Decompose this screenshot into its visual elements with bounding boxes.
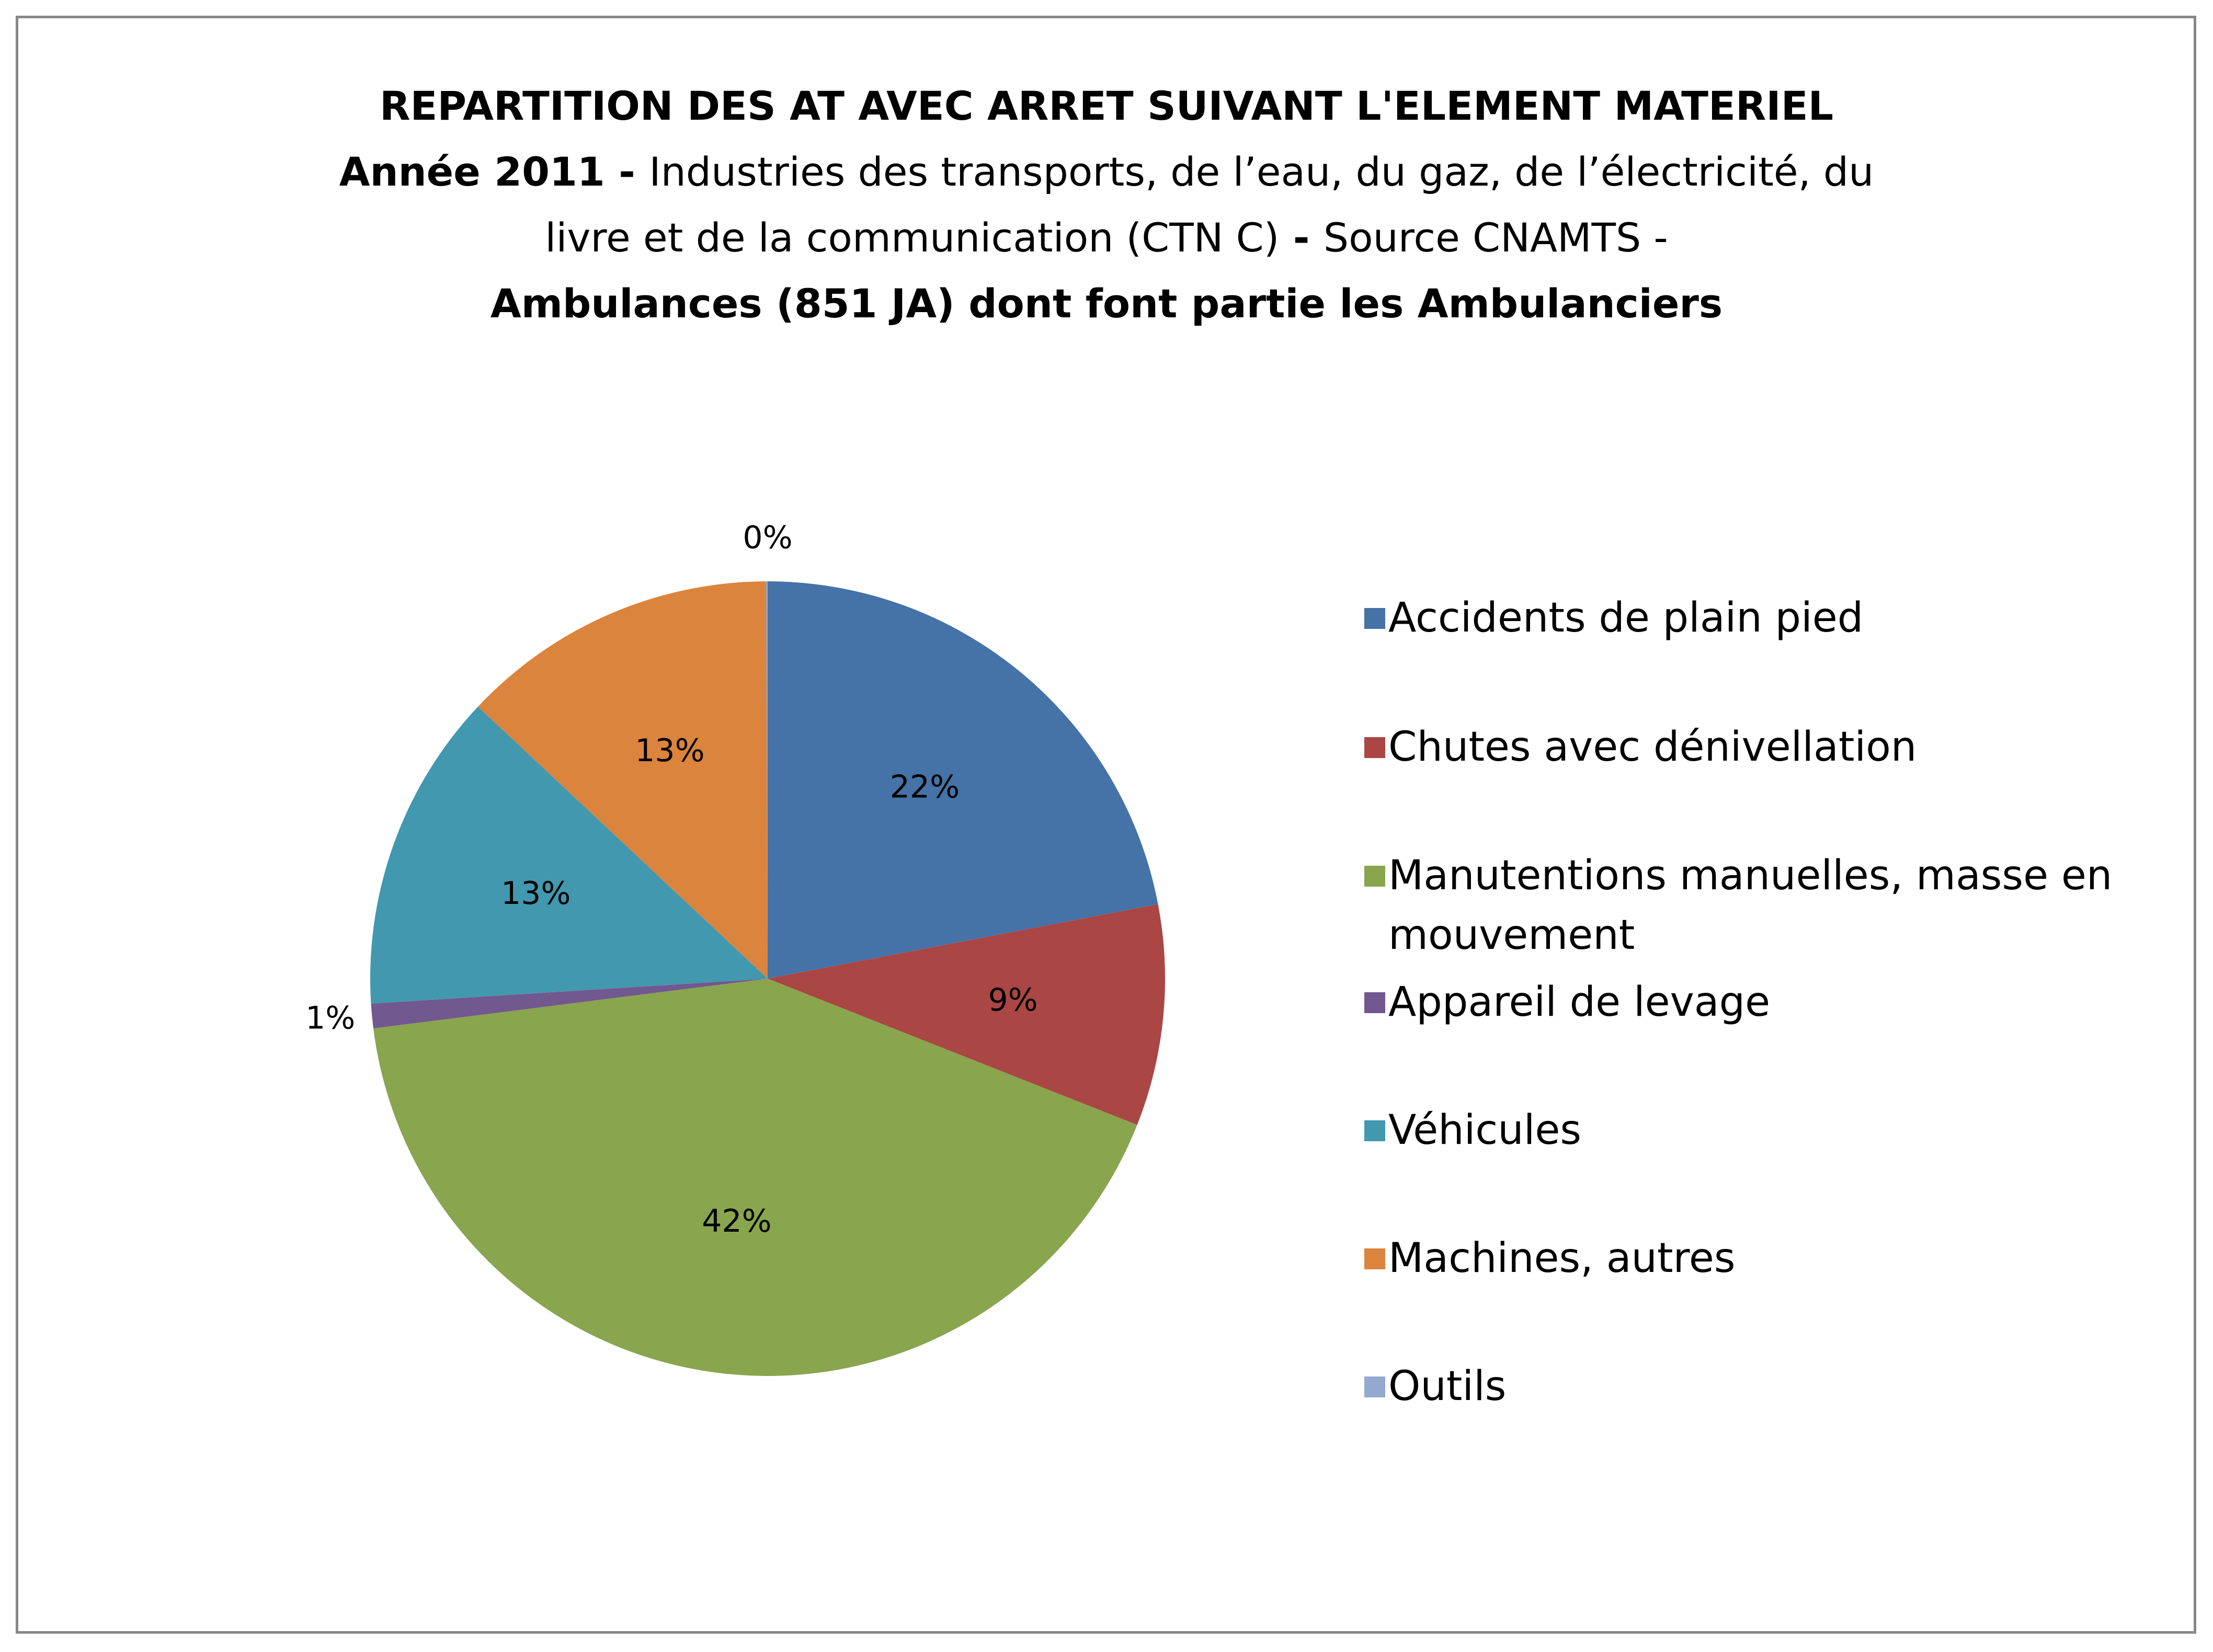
legend-label: Appareil de levage	[1388, 979, 1771, 1026]
data-label-vehicules: 13%	[501, 875, 571, 912]
legend-swatch	[1364, 1120, 1385, 1141]
legend-item-machines-autres: Machines, autres	[1364, 1229, 1736, 1288]
subtitle-separator-1: -	[604, 148, 649, 195]
pie-slice-chutes-avec-denivellation	[768, 904, 1166, 1125]
legend-swatch	[1364, 737, 1385, 758]
legend-item-outils: Outils	[1364, 1357, 1507, 1416]
data-label-appareil-de-levage: 1%	[305, 1000, 355, 1037]
legend-label: Machines, autres	[1388, 1235, 1736, 1282]
pie-slice-machines-autres	[477, 581, 768, 979]
data-label-outils: 0%	[743, 520, 792, 556]
pie-slice-appareil-de-levage	[371, 979, 768, 1029]
chart-title: REPARTITION DES AT AVEC ARRET SUIVANT L'…	[379, 83, 1834, 129]
data-label-chutes-avec-denivellation: 9%	[988, 982, 1038, 1018]
legend-swatch	[1364, 608, 1385, 629]
legend-label: Manutentions manuelles, masse en mouvemen…	[1388, 852, 2113, 959]
legend-swatch	[1364, 992, 1385, 1013]
legend-label: Outils	[1388, 1363, 1507, 1410]
subtitle-industry: Industries des transports, de l’eau, du …	[649, 148, 1874, 195]
legend-item-chutes-avec-denivellation: Chutes avec dénivellation	[1364, 717, 1917, 777]
legend-item-appareil-de-levage: Appareil de levage	[1364, 972, 1771, 1032]
chart-subtitle-line3: Ambulances (851 JA) dont font partie les…	[490, 280, 1723, 327]
subtitle-year: Année 2011	[339, 148, 605, 195]
pie-slice-outils	[766, 581, 768, 979]
data-label-machines-autres: 13%	[635, 732, 704, 769]
legend-swatch	[1364, 1376, 1385, 1397]
data-label-manutentions-manuelles-masse-en-mouvement: 42%	[702, 1203, 771, 1240]
legend-label: Véhicules	[1388, 1107, 1582, 1154]
chart-titles: REPARTITION DES AT AVEC ARRET SUIVANT L'…	[0, 73, 2213, 337]
pie-slice-vehicules	[370, 706, 768, 1004]
legend-label: Accidents de plain pied	[1388, 594, 1864, 641]
legend-swatch	[1364, 1248, 1385, 1269]
chart-subtitle-line1: Année 2011 - Industries des transports, …	[0, 139, 2213, 205]
chart-subtitle-line2: livre et de la communication (CTN C) - S…	[0, 205, 2213, 271]
legend-swatch	[1364, 866, 1385, 887]
legend-item-vehicules: Véhicules	[1364, 1100, 1582, 1160]
pie-slice-manutentions-manuelles-masse-en-mouvement	[373, 979, 1137, 1376]
legend-item-manutentions-manuelles-masse-en-mouvement: Manutentions manuelles, masse en mouvemen…	[1364, 846, 2113, 965]
subtitle-source: Source CNAMTS -	[1323, 214, 1668, 261]
legend-item-accidents-de-plain-pied: Accidents de plain pied	[1364, 588, 1864, 648]
data-label-accidents-de-plain-pied: 22%	[890, 768, 960, 805]
subtitle-separator-2: -	[1279, 214, 1324, 261]
legend-label: Chutes avec dénivellation	[1388, 724, 1917, 771]
pie-slice-accidents-de-plain-pied	[768, 581, 1158, 979]
subtitle-ctn: livre et de la communication (CTN C)	[545, 214, 1280, 261]
